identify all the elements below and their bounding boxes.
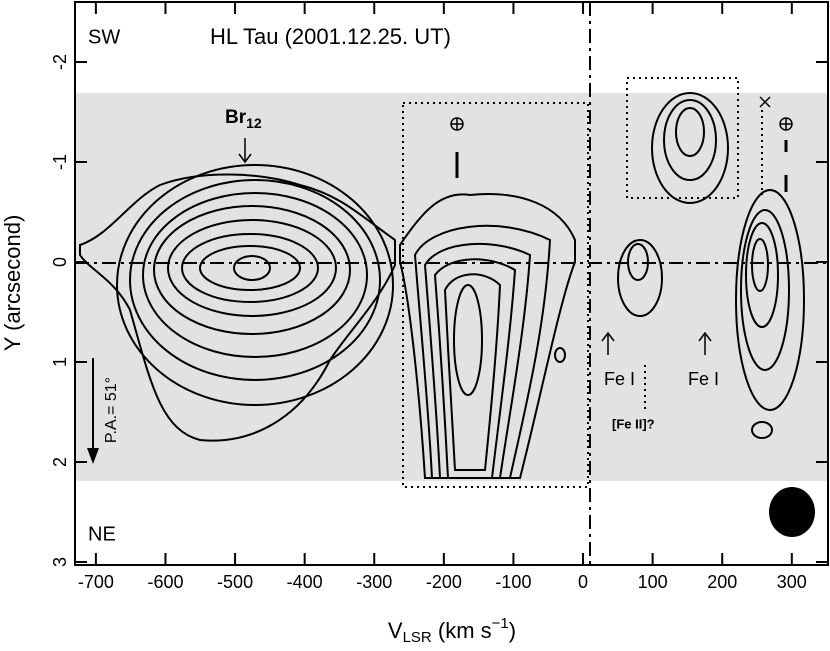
xl-sup: −1 — [492, 615, 509, 632]
y-tick-label: -1 — [50, 154, 70, 170]
plot-frame — [74, 1, 829, 566]
y-tick-label: 3 — [50, 557, 70, 567]
y-tick-label: -2 — [50, 54, 70, 70]
x-tick-label: -200 — [426, 572, 462, 592]
x-tick-label: 300 — [777, 572, 807, 592]
contours-right — [554, 92, 805, 439]
xl-tail: (km s — [432, 618, 492, 643]
x-tick-label: -400 — [287, 572, 323, 592]
x-tick-label: 200 — [707, 572, 737, 592]
x-tick-label: -300 — [356, 572, 392, 592]
x-tick-label: -600 — [147, 572, 183, 592]
contours-br — [79, 164, 396, 442]
y-tick-label: 1 — [50, 357, 70, 367]
chart-title: HL Tau (2001.12.25. UT) — [210, 24, 451, 49]
label-ne: NE — [88, 523, 116, 545]
y-axis-label: Y (arcsecond) — [0, 215, 25, 352]
br-sub: 12 — [246, 115, 262, 131]
y-tick-label: 0 — [50, 257, 70, 267]
label-br: Br12 — [225, 107, 262, 131]
x-tick-label: -700 — [78, 572, 114, 592]
x-axis-label: VLSR (km s−1) — [388, 615, 516, 646]
label-fe: Fe I — [604, 369, 635, 389]
xl-sub: LSR — [403, 629, 432, 646]
x-tick-label: 100 — [638, 572, 668, 592]
pa-arrowhead — [87, 448, 99, 464]
br-main: Br — [225, 107, 247, 128]
beam — [769, 487, 815, 537]
label-pa: P.A.= 51° — [103, 377, 120, 443]
xl-main: V — [388, 618, 403, 643]
label-fe2: [Fe II]? — [612, 416, 655, 431]
label-fe: Fe I — [688, 369, 719, 389]
y-tick-label: 2 — [50, 457, 70, 467]
x-tick-label: -500 — [217, 572, 253, 592]
label-sw: SW — [88, 26, 120, 48]
xl-end: ) — [509, 618, 516, 643]
dotted-boxes — [402, 77, 763, 488]
contours-center — [399, 193, 576, 479]
x-tick-label: -100 — [495, 572, 531, 592]
markers — [92, 96, 793, 460]
x-tick-label: 0 — [578, 572, 588, 592]
